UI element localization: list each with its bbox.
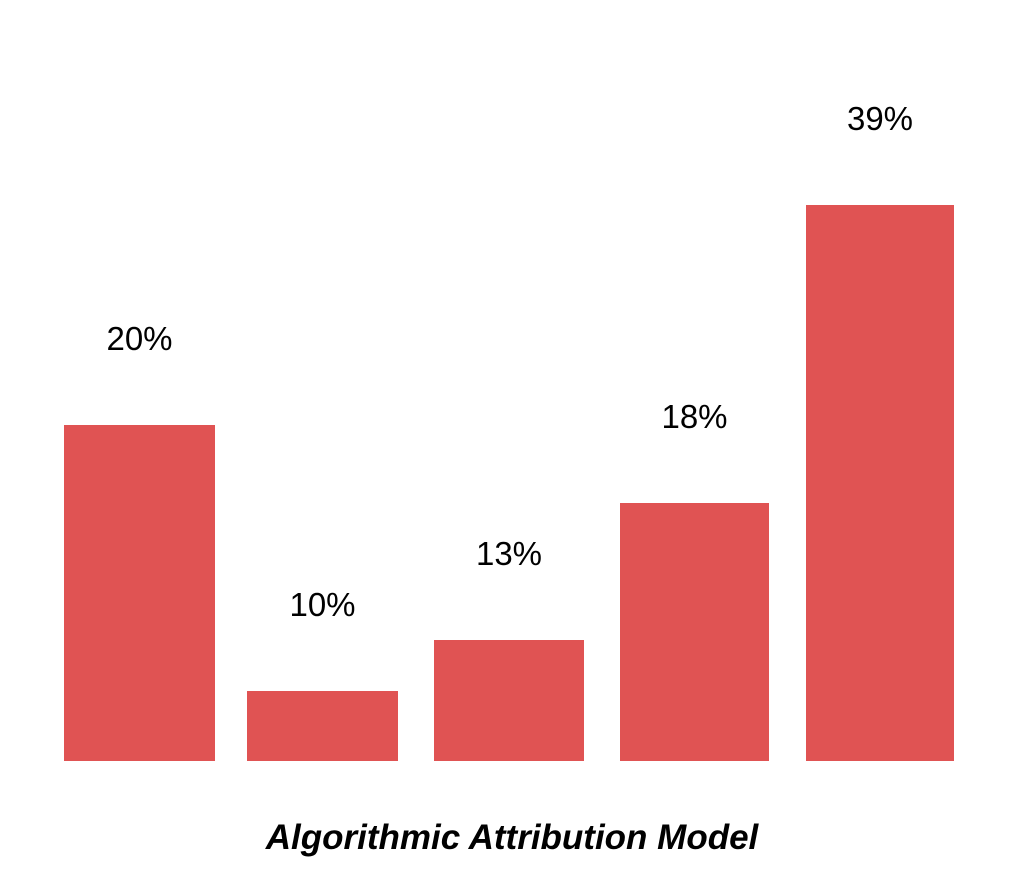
bar-value-label: 20%: [106, 320, 173, 357]
bar-5: [806, 205, 954, 761]
bar-4: [620, 503, 769, 761]
bar-1: [64, 425, 215, 761]
bar-value-label: 18%: [661, 398, 728, 435]
bar-2: [247, 691, 398, 761]
bar-value-label: 13%: [475, 535, 543, 572]
bar-3: [434, 640, 584, 761]
bar-value-label: 39%: [846, 100, 914, 137]
bar-value-label: 10%: [289, 586, 356, 623]
chart-title: Algorithmic Attribution Model: [265, 818, 759, 857]
